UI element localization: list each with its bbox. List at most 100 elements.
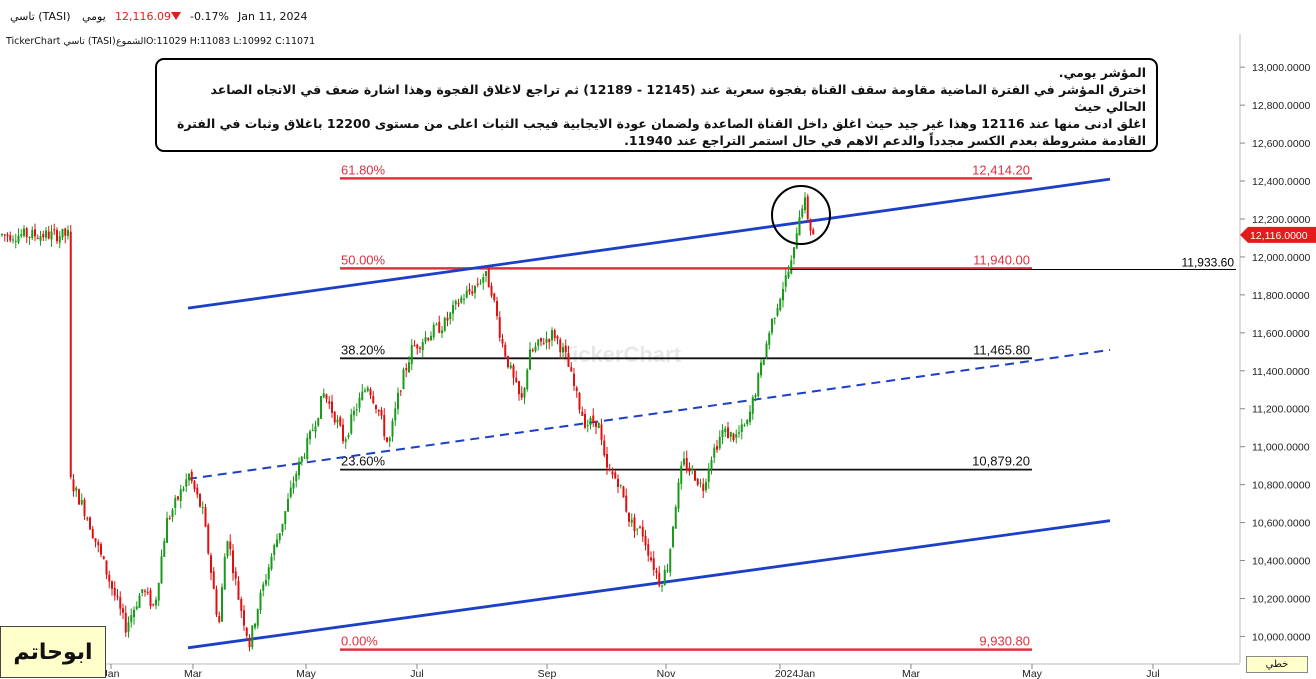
annotation-line-1: المؤشر يومي. (1058, 65, 1146, 80)
candle-body (531, 349, 534, 352)
scale-toggle-button[interactable]: خطي (1246, 656, 1308, 673)
candle-body (790, 260, 793, 274)
candle-body (633, 517, 636, 532)
candle-body (754, 395, 757, 397)
candle-body (64, 228, 67, 236)
candle-body (680, 465, 683, 484)
candle-body (254, 623, 256, 628)
candle-body (639, 526, 641, 528)
candle-body (619, 484, 622, 486)
header-bar: تاسي (TASI) يومي 12,116.09 -0.17% Jan 11… (0, 0, 1316, 32)
candle-body (573, 373, 575, 387)
candle-body (721, 430, 724, 438)
candle-body (402, 369, 405, 389)
candle-body (529, 349, 531, 370)
candle-body (53, 229, 56, 231)
candle-body (427, 338, 430, 341)
y-tick-label: 11,400.0000 (1252, 366, 1310, 378)
gap-highlight-circle (771, 185, 831, 245)
candle-body (122, 608, 124, 613)
candle-body (331, 401, 333, 413)
candle-body (394, 408, 397, 421)
candle-body (273, 545, 276, 556)
candle-body (152, 604, 155, 606)
candle-body (86, 518, 89, 520)
candle-body (347, 434, 350, 437)
fib-level-value: 12,414.20 (972, 162, 1030, 177)
y-tick-label: 13,000.0000 (1252, 62, 1311, 74)
y-tick-label: 11,000.0000 (1252, 442, 1310, 454)
candle-body (446, 317, 449, 321)
candle-body (45, 230, 47, 238)
candle-body (9, 235, 12, 241)
candle-body (493, 293, 496, 301)
candle-body (366, 387, 369, 392)
fib-level-value: 9,930.80 (979, 634, 1030, 649)
candle-body (413, 345, 416, 347)
candle-body (674, 506, 677, 529)
candle-body (229, 541, 232, 549)
candle-body (515, 377, 518, 383)
candle-body (42, 233, 45, 238)
candle-body (487, 268, 490, 288)
candle-body (399, 390, 402, 392)
candle-body (171, 509, 174, 518)
fib-level-pct: 50.00% (341, 252, 386, 267)
candle-body (91, 529, 94, 539)
candle-body (34, 229, 36, 237)
candle-body (743, 425, 746, 427)
candle-body (383, 415, 386, 437)
candle-body (564, 345, 567, 353)
y-tick-label: 10,400.0000 (1252, 556, 1311, 568)
y-tick-label: 10,000.0000 (1252, 631, 1311, 643)
candle-body (457, 303, 460, 305)
triangle-down-icon (171, 12, 181, 20)
candle-body (218, 615, 221, 622)
candle-body (124, 612, 127, 633)
candle-body (61, 228, 64, 238)
fib-level-pct: 38.20% (341, 342, 386, 357)
candle-body (248, 637, 251, 648)
candle-body (119, 597, 122, 609)
watermark: TickerChart (559, 342, 682, 367)
candle-body (691, 468, 694, 471)
channel-upper-line (187, 177, 1111, 310)
candle-body (215, 589, 218, 615)
candle-body (452, 305, 454, 314)
candle-body (771, 318, 773, 333)
candle-body (498, 317, 501, 338)
candle-body (460, 297, 463, 303)
candle-body (408, 362, 410, 373)
candle-body (636, 528, 639, 530)
symbol-label[interactable]: تاسي (TASI) (10, 10, 71, 23)
candle-body (666, 570, 669, 572)
candle-body (67, 229, 69, 236)
candle-body (732, 433, 735, 441)
candle-body (496, 301, 498, 317)
annotation-line-4: القادمة مشروطة بعدم الكسر مجدداً والدعم … (624, 133, 1146, 148)
candle-body (507, 355, 509, 368)
candle-body (652, 558, 655, 571)
candle-body (592, 415, 595, 423)
candle-body (276, 539, 278, 547)
candle-body (97, 541, 100, 546)
x-tick-label: Nov (657, 668, 676, 679)
candle-body (449, 312, 452, 320)
fib-level-value: 11,940.00 (973, 252, 1030, 267)
candle-body (746, 419, 749, 425)
candle-body (465, 290, 468, 298)
candle-body (751, 397, 754, 414)
candle-body (320, 396, 322, 419)
candle-body (243, 610, 245, 626)
candle-body (336, 419, 339, 423)
candle-body (762, 359, 765, 365)
candle-body (146, 591, 149, 593)
y-tick-label: 12,200.0000 (1252, 214, 1311, 226)
candle-body (773, 317, 776, 319)
candle-body (661, 585, 663, 587)
candle-body (193, 480, 196, 490)
candle-body (718, 437, 721, 449)
period-label[interactable]: يومي (82, 10, 106, 23)
ohlc-values: O:11029 H:11083 L:10992 C:11071 (146, 36, 316, 47)
